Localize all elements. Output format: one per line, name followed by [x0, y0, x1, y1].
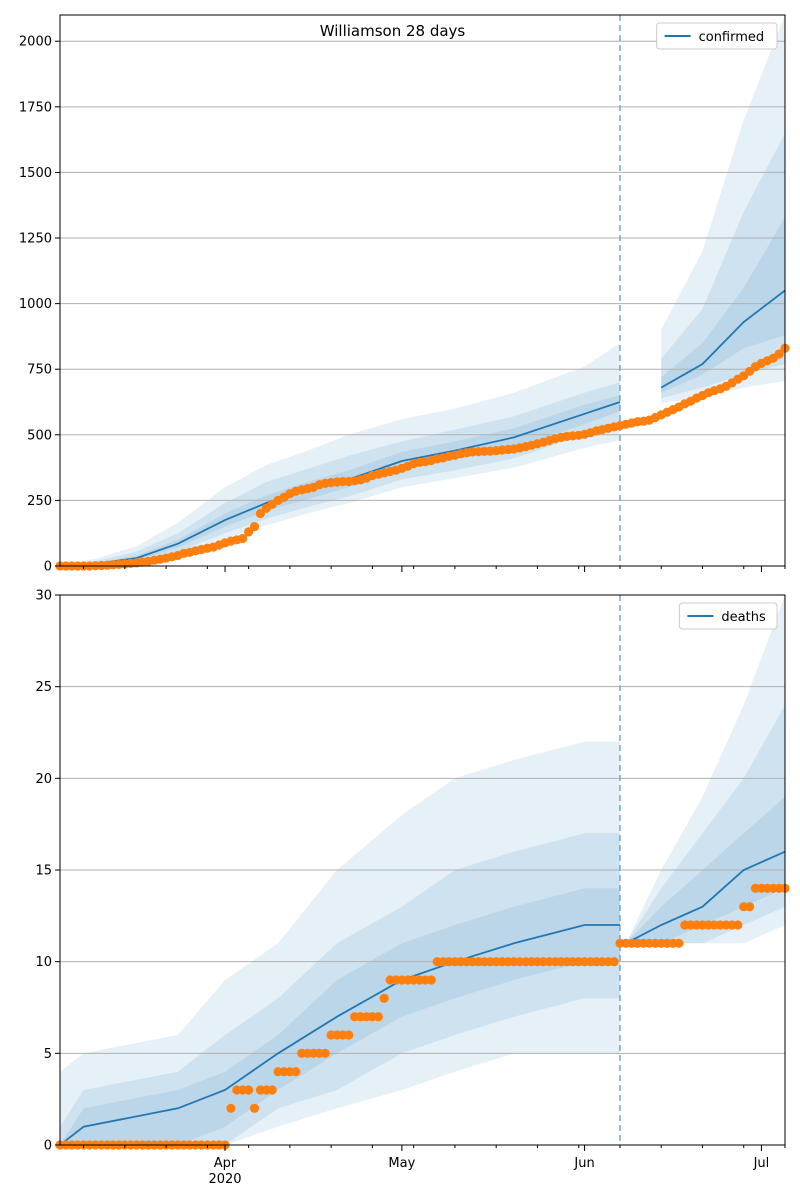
- y-tick-label: 5: [44, 1047, 52, 1062]
- observed-point: [373, 1012, 383, 1022]
- y-tick-label: 750: [27, 363, 52, 378]
- observed-point: [267, 1085, 277, 1095]
- observed-point: [255, 508, 265, 519]
- uncertainty-band-50-seg1: [661, 217, 785, 393]
- deaths-legend: deaths: [678, 602, 778, 630]
- y-tick-label: 2000: [19, 35, 52, 50]
- uncertainty-band-95-seg1: [661, 15, 785, 404]
- deaths-series: [60, 850, 785, 1145]
- deaths-uncertainty-bands: [60, 595, 785, 1145]
- x-tick-label: Jul: [753, 1156, 770, 1171]
- legend-box: [678, 602, 778, 630]
- x-tick-label: May: [388, 1156, 415, 1171]
- uncertainty-band-95-seg1: [625, 595, 785, 944]
- observed-point: [249, 1103, 260, 1113]
- y-tick-label: 1500: [19, 166, 52, 181]
- confirmed-y-ticks: 0 250 500 750 1000 1250 1500 1750 2000: [19, 35, 60, 575]
- uncertainty-band-80-seg0: [60, 833, 620, 1145]
- legend-box: [656, 22, 778, 50]
- observed-point: [238, 533, 248, 544]
- y-tick-label: 25: [35, 680, 52, 695]
- confirmed-x-ticks: [83, 566, 786, 572]
- uncertainty-band-95-seg0: [60, 343, 620, 566]
- observed-point: [426, 975, 436, 985]
- confirmed-uncertainty-bands: [60, 15, 785, 566]
- legend-label: deaths: [721, 610, 766, 625]
- confirmed-axes-frame: [59, 14, 786, 567]
- median-line-seg1: [625, 850, 785, 945]
- y-tick-label: 10: [35, 955, 52, 970]
- deaths-y-ticks: 0 5 10 15 20 25 30: [35, 589, 60, 1154]
- y-tick-label: 15: [35, 864, 52, 879]
- observed-point: [774, 349, 784, 359]
- uncertainty-band-95-seg0: [60, 741, 620, 1145]
- observed-point: [609, 957, 619, 967]
- uncertainty-band-80-seg0: [60, 382, 620, 566]
- deaths-observed-points: [55, 883, 790, 1150]
- observed-point: [226, 1103, 236, 1113]
- deaths-gridlines: [60, 595, 785, 1145]
- x-tick-label: Jun: [573, 1156, 594, 1171]
- y-tick-label: 0: [44, 1139, 52, 1154]
- y-tick-label: 250: [27, 494, 52, 509]
- observed-point: [745, 902, 755, 912]
- y-tick-label: 30: [35, 589, 52, 604]
- x-tick-label: Apr: [214, 1156, 237, 1171]
- uncertainty-band-80-seg1: [661, 133, 785, 399]
- observed-point: [249, 522, 260, 532]
- observed-point: [320, 1048, 330, 1058]
- chart-title: Williamson 28 days: [320, 22, 466, 40]
- uncertainty-band-50-seg0: [60, 888, 620, 1145]
- observed-point: [674, 938, 684, 948]
- confirmed-legend: confirmed: [656, 22, 778, 50]
- y-tick-label: 0: [44, 560, 52, 575]
- y-tick-label: 20: [35, 772, 52, 787]
- observed-point: [344, 1030, 354, 1040]
- observed-point: [244, 1085, 254, 1095]
- observed-point: [291, 1067, 301, 1077]
- median-line-seg0: [60, 924, 620, 1145]
- confirmed-panel: 0 250 500 750 1000 1250 1500 1750 2000 Williamso…: [19, 14, 790, 575]
- legend-label: confirmed: [699, 30, 765, 45]
- y-tick-label: 1750: [19, 100, 52, 115]
- y-tick-label: 1000: [19, 297, 52, 312]
- x-tick-year-label: 2020: [208, 1172, 241, 1187]
- y-tick-label: 500: [27, 428, 52, 443]
- uncertainty-band-80-seg1: [625, 705, 785, 944]
- observed-point: [244, 527, 254, 537]
- median-line-seg1: [660, 289, 785, 389]
- y-tick-label: 1250: [19, 232, 52, 247]
- observed-point: [379, 993, 389, 1003]
- observed-point: [733, 920, 743, 930]
